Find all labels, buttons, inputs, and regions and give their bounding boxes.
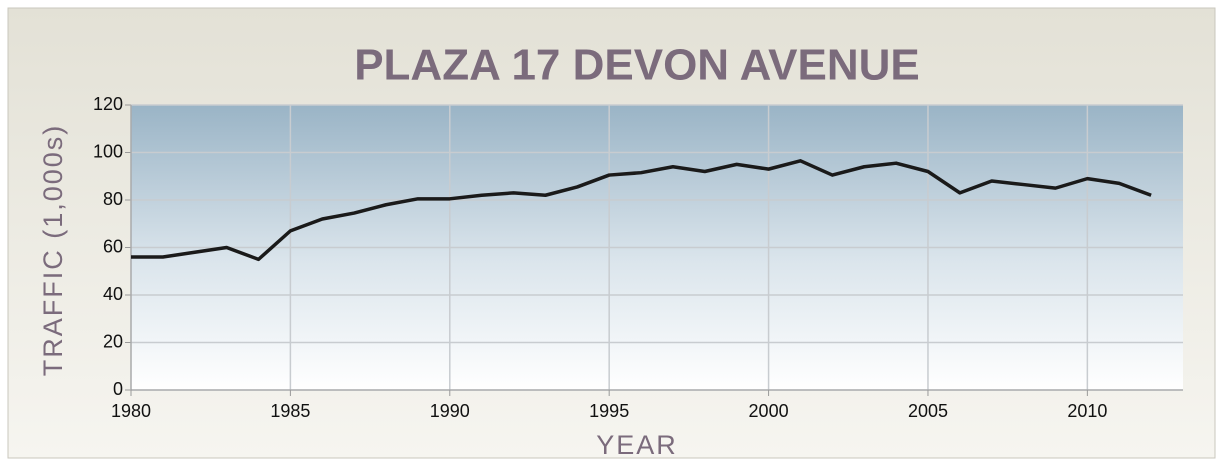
x-tick-label: 2010 bbox=[1067, 401, 1107, 421]
y-tick-label: 20 bbox=[103, 331, 123, 351]
y-tick-label: 120 bbox=[93, 94, 123, 114]
y-tick-label: 40 bbox=[103, 284, 123, 304]
x-tick-label: 1990 bbox=[430, 401, 470, 421]
line bbox=[131, 159, 1152, 262]
y-tick-label: 80 bbox=[103, 189, 123, 209]
x-tick-label: 1995 bbox=[589, 401, 629, 421]
x-tick-label: 2000 bbox=[749, 401, 789, 421]
chart-title: PLAZA 17 DEVON AVENUE bbox=[354, 41, 920, 90]
x-axis-label: YEAR bbox=[596, 430, 678, 460]
y-tick-label: 0 bbox=[113, 379, 123, 399]
y-axis-label: TRAFFIC (1,000s) bbox=[38, 124, 68, 377]
x-tick-label: 1980 bbox=[111, 401, 151, 421]
x-tick-label: 2005 bbox=[908, 401, 948, 421]
y-tick-label: 60 bbox=[103, 236, 123, 256]
x-tick-label: 1985 bbox=[270, 401, 310, 421]
y-tick-label: 100 bbox=[93, 141, 123, 161]
